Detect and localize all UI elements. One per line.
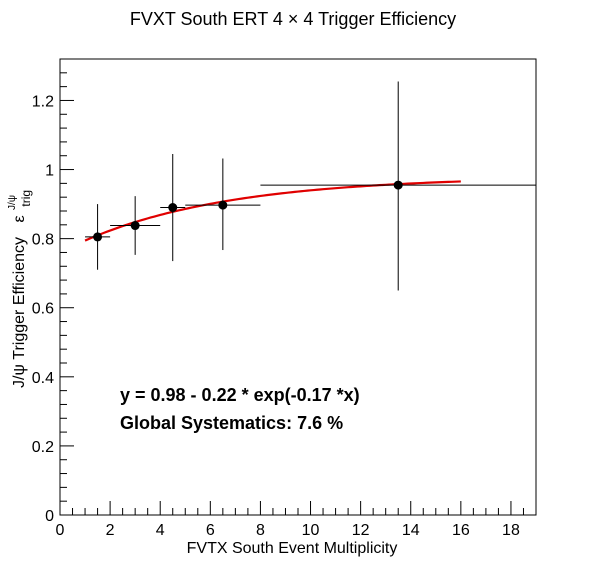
x-tick-label: 12 [352, 522, 370, 539]
data-point [160, 154, 186, 262]
data-point [260, 81, 536, 291]
y-axis-title-group: J/ψ Trigger Efficiency ε J/ψ trig [2, 190, 33, 388]
x-tick-label: 4 [156, 522, 165, 539]
global-systematics-note: Global Systematics: 7.6 % [120, 413, 343, 433]
y-axis-superscript: J/ψ [7, 195, 18, 210]
x-tick-label: 8 [256, 522, 265, 539]
y-tick-label: 1 [45, 163, 54, 180]
svg-text:J/ψ Trigger Efficiency ε: J/ψ Trigger Efficiency ε J/ψ trig [2, 190, 33, 388]
x-tick-label: 10 [302, 522, 320, 539]
y-axis: 0 0.2 0.4 0.6 0.8 1 1.2 [32, 58, 74, 525]
data-points [85, 81, 536, 291]
fit-equation: y = 0.98 - 0.22 * exp(-0.17 *x) [120, 385, 360, 405]
point-marker [130, 221, 140, 231]
x-tick-label: 0 [56, 522, 65, 539]
data-point [85, 204, 111, 270]
y-tick-label: 0.4 [32, 370, 54, 387]
x-tick-label: 18 [502, 522, 520, 539]
x-tick-label: 6 [206, 522, 215, 539]
point-marker [218, 200, 228, 210]
y-tick-label: 0.8 [32, 232, 54, 249]
data-point [110, 196, 161, 255]
y-tick-label: 0.6 [32, 301, 54, 318]
y-tick-label: 0.2 [32, 439, 54, 456]
x-axis: 0 2 4 6 8 10 12 14 16 18 [56, 501, 537, 539]
y-tick-label: 1.2 [32, 93, 54, 110]
x-tick-label: 2 [106, 522, 115, 539]
x-tick-label: 16 [452, 522, 470, 539]
chart-title: FVXT South ERT 4 × 4 Trigger Efficiency [130, 9, 456, 29]
data-point [185, 158, 261, 251]
x-axis-title: FVTX South Event Multiplicity [187, 540, 398, 557]
y-axis-subscript: trig [19, 190, 33, 207]
point-marker [93, 232, 103, 242]
y-tick-label: 0 [45, 508, 54, 525]
y-axis-title: J/ψ Trigger Efficiency [11, 237, 28, 388]
x-tick-label: 14 [402, 522, 420, 539]
y-axis-symbol: ε [11, 215, 28, 222]
point-marker [393, 180, 403, 190]
point-marker [168, 203, 178, 213]
